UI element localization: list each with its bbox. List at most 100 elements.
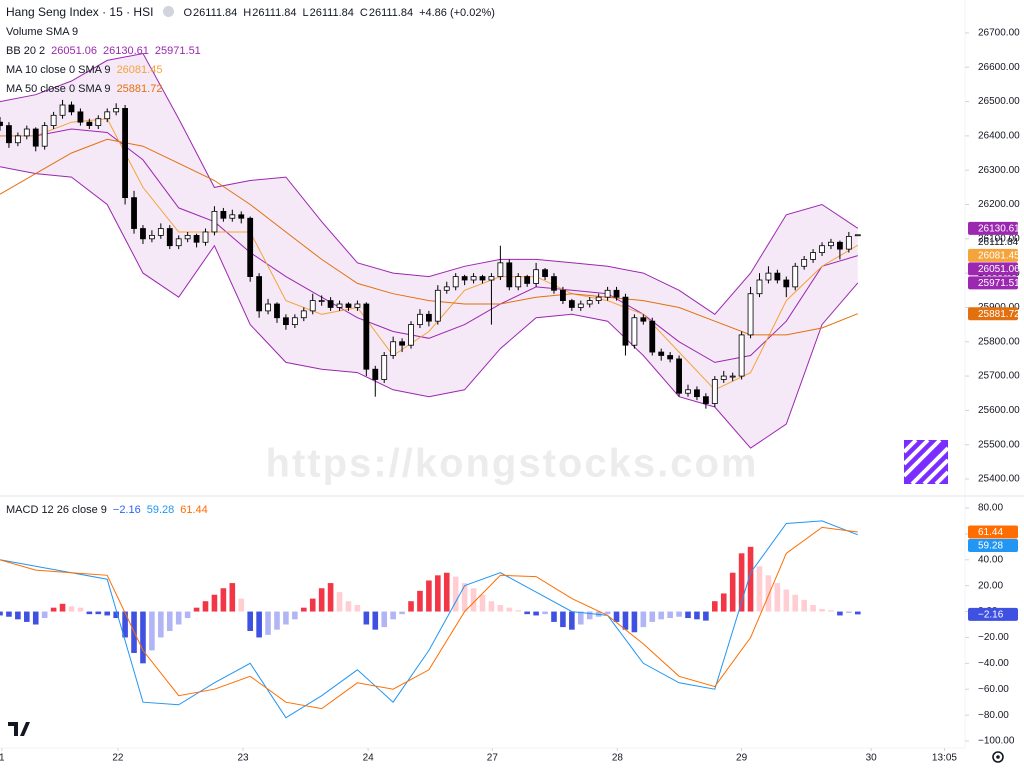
histogram-bar [712, 601, 718, 612]
price-badge [968, 262, 1018, 276]
candle-body [551, 276, 557, 291]
candle-body [434, 289, 441, 322]
price-badge-label: 25971.51 [978, 278, 1020, 289]
candle-body [533, 269, 540, 284]
candle-body [59, 104, 66, 116]
x-tick-label: 1 [0, 753, 5, 764]
histogram-bar [667, 611, 673, 619]
candle-body [667, 355, 674, 360]
histogram-bar [747, 546, 754, 612]
histogram-bar [676, 611, 682, 617]
candle-body [613, 289, 620, 298]
ohlc-value: 26111.84 [252, 7, 297, 19]
candle-body [336, 303, 343, 308]
histogram-bar [854, 611, 861, 615]
histogram-bar [175, 611, 182, 625]
candle-body [104, 111, 111, 120]
histogram-bar [703, 611, 709, 621]
histogram-bar [515, 610, 522, 612]
indicator-value: 25971.51 [154, 45, 201, 57]
histogram-bar [220, 588, 227, 612]
candle-body [417, 313, 423, 326]
macd-line [0, 520, 858, 719]
histogram-bar [810, 605, 816, 612]
histogram-bar [560, 611, 566, 628]
x-tick-label: 24 [363, 753, 375, 764]
candle-body [238, 214, 245, 219]
candle-body [595, 296, 602, 301]
candle-body [560, 289, 566, 301]
y-tick-label: 26600.00 [978, 62, 1020, 73]
candle-body [148, 234, 155, 240]
candle-body [300, 310, 307, 319]
candle-body [792, 265, 799, 288]
indicator-line [0, 138, 858, 336]
candle-body [658, 351, 665, 356]
y-tick-label: 25700.00 [978, 371, 1020, 382]
indicator-line [0, 52, 859, 315]
histogram-bar [569, 611, 575, 630]
histogram-bar [524, 611, 530, 615]
histogram-bar [685, 611, 691, 619]
histogram-bar [247, 611, 253, 631]
y-tick-label: 26100.00 [978, 233, 1020, 244]
histogram-bar [604, 611, 611, 615]
histogram-bar [309, 598, 316, 612]
y-tick-label: −60.00 [978, 684, 1009, 695]
histogram-bar [577, 611, 584, 625]
price-badge-label: 26130.61 [978, 223, 1020, 234]
legend-ma50: MA 50 close 0 SMA 9 25881.72 [6, 81, 168, 97]
price-badge-label: 61.44 [978, 527, 1003, 538]
candle-body [810, 252, 817, 260]
indicator-value: 61.44 [180, 504, 208, 516]
histogram-bar [6, 611, 12, 617]
candle-body [408, 324, 414, 346]
histogram-bar [756, 566, 763, 612]
candle-body [854, 234, 861, 237]
candle-body [6, 125, 12, 144]
indicator-line [0, 128, 858, 363]
ohlc-key: H [243, 7, 252, 19]
x-tick-label: 27 [487, 753, 499, 764]
candle-body [845, 236, 852, 250]
histogram-bar [113, 611, 119, 619]
candle-body [122, 108, 128, 199]
tv-logo [8, 722, 30, 736]
y-tick-label: 26700.00 [978, 28, 1020, 39]
y-tick-label: 25600.00 [978, 405, 1020, 416]
y-tick-label: 25800.00 [978, 336, 1020, 347]
histogram-bar [783, 589, 790, 612]
histogram-bar [390, 611, 396, 620]
candle-body [676, 358, 682, 394]
histogram-bar [819, 608, 825, 612]
indicator-name: BB 20 2 [6, 45, 46, 57]
indicator-name: MA 50 close 0 SMA 9 [6, 83, 111, 95]
histogram-bar [32, 611, 39, 625]
histogram-bar [292, 611, 298, 620]
x-tick-label: 28 [612, 753, 624, 764]
candle-body [0, 121, 3, 126]
histogram-bar [24, 611, 30, 622]
histogram-bar [551, 611, 557, 622]
histogram-bar [211, 594, 218, 612]
histogram-bar [229, 583, 236, 612]
price-badge [968, 248, 1018, 262]
candle-body [256, 276, 263, 312]
x-tick-label: 22 [112, 753, 124, 764]
candle-body [506, 262, 513, 288]
candle-body [265, 303, 271, 312]
histogram-bar [149, 611, 155, 651]
candle-body [202, 231, 209, 243]
candle-body [542, 269, 548, 277]
candle-body [41, 125, 48, 147]
candle-body [774, 272, 781, 281]
candle-body [479, 276, 486, 281]
candle-body [819, 245, 825, 253]
settings-icon[interactable] [992, 751, 1004, 763]
candle-body [327, 300, 334, 308]
indicator-name: MACD 12 26 close 9 [6, 504, 107, 516]
histogram-bar [354, 605, 361, 612]
histogram-bar [59, 603, 66, 612]
histogram-bar [426, 580, 432, 612]
